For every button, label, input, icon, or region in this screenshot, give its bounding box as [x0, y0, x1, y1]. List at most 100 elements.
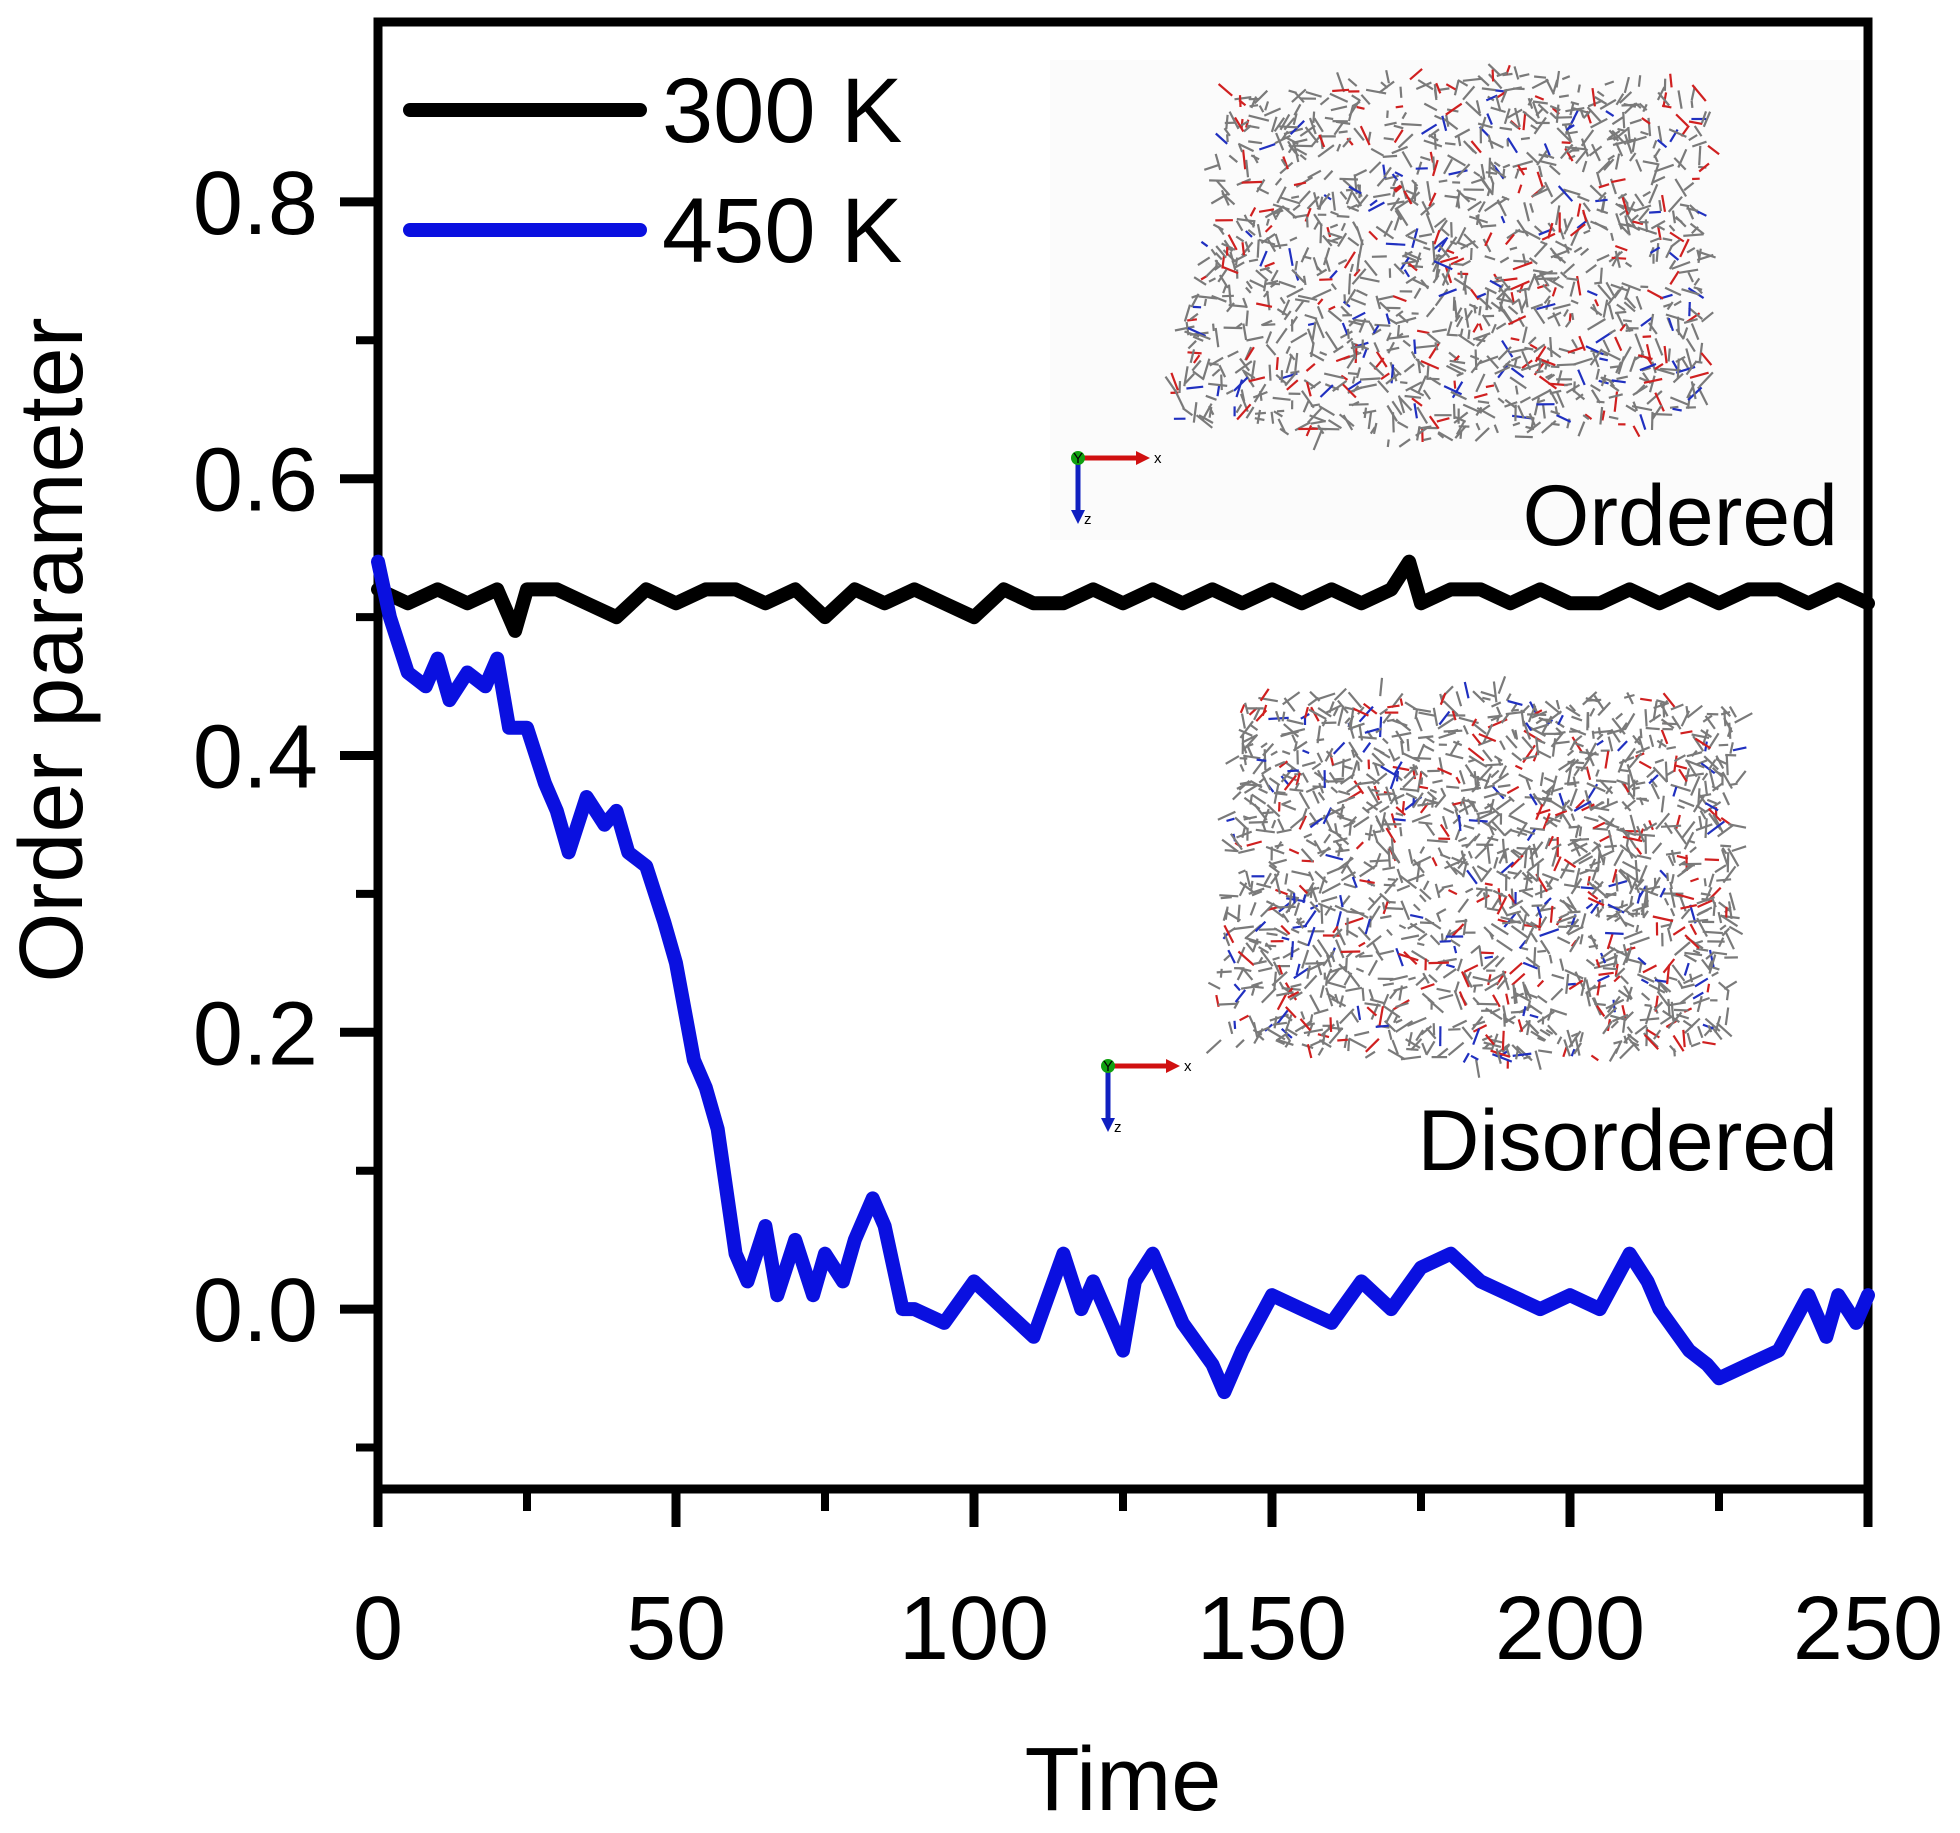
- molecule-bond: [1432, 236, 1449, 251]
- molecule-bond: [1527, 97, 1534, 109]
- molecule-bond: [1442, 807, 1455, 814]
- molecule-bond: [1338, 130, 1348, 134]
- molecule-bond: [1715, 757, 1727, 765]
- molecule-bond: [1242, 297, 1248, 309]
- molecule-bond: [1605, 281, 1615, 297]
- molecule-bond: [1513, 87, 1525, 91]
- molecule-bond: [1588, 145, 1603, 157]
- molecule-bond: [1685, 759, 1705, 769]
- molecule-bond: [1250, 360, 1256, 380]
- molecule-bond: [1385, 372, 1400, 385]
- molecule-bond: [1597, 284, 1613, 302]
- molecule-bond: [1235, 403, 1243, 414]
- molecule-bond: [1529, 202, 1535, 213]
- molecule-bond: [1371, 941, 1381, 956]
- molecule-bond: [1561, 75, 1571, 81]
- molecule-bond: [1537, 398, 1546, 404]
- molecule-bond: [1349, 707, 1355, 729]
- molecule-bond: [1473, 171, 1481, 177]
- molecule-bond: [1264, 224, 1273, 233]
- molecule-bond: [1247, 228, 1256, 237]
- molecule-bond: [1564, 781, 1580, 785]
- molecule-bond: [1193, 354, 1201, 364]
- molecule-bond: [1676, 1013, 1690, 1020]
- molecule-bond: [1622, 111, 1626, 129]
- molecule-bond: [1426, 839, 1448, 843]
- molecule-bond: [1470, 140, 1482, 154]
- molecule-bond: [1425, 1040, 1436, 1056]
- molecule-bond: [1704, 780, 1709, 796]
- molecule-bond: [1538, 153, 1549, 159]
- molecule-bond: [1314, 870, 1328, 884]
- molecule-bond: [1431, 857, 1438, 867]
- molecule-bond: [1435, 959, 1446, 971]
- molecule-bond: [1700, 352, 1713, 366]
- molecule-bond: [1249, 779, 1263, 789]
- molecule-bond: [1614, 310, 1627, 315]
- molecule-bond: [1641, 117, 1651, 125]
- molecule-bond: [1275, 327, 1288, 344]
- molecule-bond: [1537, 103, 1549, 115]
- molecule-bond: [1553, 731, 1566, 736]
- molecule-bond: [1697, 250, 1716, 259]
- molecule-bond: [1690, 877, 1699, 883]
- molecule-bond: [1491, 69, 1495, 82]
- molecule-bond: [1475, 100, 1481, 114]
- molecule-bond: [1394, 184, 1404, 193]
- molecule-bond: [1538, 165, 1543, 178]
- molecule-bond: [1445, 83, 1457, 91]
- molecule-bond: [1281, 711, 1286, 722]
- molecule-bond: [1437, 431, 1454, 442]
- molecule-bond: [1299, 190, 1311, 203]
- y-tick-label: 0.0: [193, 1261, 318, 1361]
- molecule-bond: [1507, 315, 1527, 326]
- molecule-bond: [1320, 903, 1324, 924]
- molecule-bond: [1473, 393, 1488, 399]
- molecule-bond: [1631, 405, 1653, 412]
- molecule-bond: [1470, 288, 1480, 301]
- molecule-bond: [1454, 981, 1460, 994]
- molecule-bond: [1695, 823, 1713, 832]
- molecule-bond: [1670, 849, 1676, 864]
- molecule-bond: [1421, 200, 1431, 216]
- molecule-bond: [1326, 954, 1332, 968]
- molecule-bond: [1602, 967, 1618, 971]
- ordered-structure-image: [1164, 63, 1720, 451]
- molecule-bond: [1639, 362, 1657, 372]
- molecule-bond: [1609, 365, 1619, 369]
- molecule-bond: [1552, 312, 1561, 327]
- molecule-bond: [1500, 215, 1506, 224]
- x-tick-label: 250: [1793, 1579, 1943, 1679]
- molecule-bond: [1640, 992, 1651, 1001]
- molecule-bond: [1438, 731, 1457, 740]
- molecule-bond: [1386, 928, 1393, 937]
- molecule-bond: [1232, 791, 1242, 801]
- molecule-bond: [1294, 299, 1305, 313]
- molecule-bond: [1644, 1003, 1652, 1007]
- molecule-bond: [1186, 385, 1204, 390]
- molecule-bond: [1656, 224, 1666, 231]
- molecule-bond: [1643, 377, 1663, 384]
- molecule-bond: [1642, 823, 1649, 831]
- molecule-bond: [1611, 868, 1618, 883]
- molecule-bond: [1658, 981, 1672, 993]
- molecule-bond: [1242, 323, 1248, 341]
- molecule-bond: [1330, 786, 1339, 794]
- molecule-bond: [1174, 325, 1195, 332]
- molecule-bond: [1591, 880, 1604, 896]
- molecule-bond: [1429, 934, 1441, 946]
- molecule-bond: [1567, 346, 1584, 354]
- molecule-bond: [1317, 144, 1335, 158]
- molecule-bond: [1595, 171, 1603, 188]
- molecule-bond: [1521, 326, 1528, 344]
- molecule-bond: [1622, 947, 1632, 966]
- molecule-bond: [1499, 126, 1513, 131]
- molecule-bond: [1609, 383, 1620, 392]
- molecule-bond: [1410, 387, 1425, 397]
- molecule-bond: [1619, 844, 1638, 859]
- molecule-bond: [1453, 355, 1460, 362]
- molecule-bond: [1550, 365, 1560, 369]
- molecule-bond: [1525, 722, 1533, 732]
- x-tick-label: 100: [899, 1579, 1049, 1679]
- molecule-bond: [1692, 991, 1704, 1000]
